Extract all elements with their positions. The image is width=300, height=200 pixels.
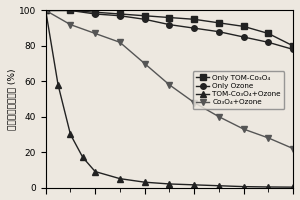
TOM-Co₃O₄+Ozone — [44, 9, 47, 12]
TOM-Co₃O₄+Ozone — [56, 84, 60, 86]
TOM-Co₃O₄+Ozone — [242, 185, 245, 188]
TOM-Co₃O₄+Ozone — [81, 156, 85, 159]
Y-axis label: 氯霉素剩余百分比 (%): 氯霉素剩余百分比 (%) — [7, 68, 16, 130]
Co₃O₄+Ozone — [118, 41, 122, 44]
Only TOM-Co₃O₄ — [242, 25, 245, 28]
Only TOM-Co₃O₄ — [192, 18, 196, 20]
Line: Co₃O₄+Ozone: Co₃O₄+Ozone — [43, 8, 296, 151]
Co₃O₄+Ozone — [192, 101, 196, 104]
Co₃O₄+Ozone — [217, 115, 220, 118]
TOM-Co₃O₄+Ozone — [168, 183, 171, 185]
Legend: Only TOM-Co₃O₄, Only Ozone, TOM-Co₃O₄+Ozone, Co₃O₄+Ozone: Only TOM-Co₃O₄, Only Ozone, TOM-Co₃O₄+Oz… — [193, 71, 284, 109]
Only TOM-Co₃O₄ — [168, 16, 171, 19]
Co₃O₄+Ozone — [266, 137, 270, 139]
Only TOM-Co₃O₄ — [143, 15, 146, 17]
Line: TOM-Co₃O₄+Ozone: TOM-Co₃O₄+Ozone — [43, 8, 296, 190]
TOM-Co₃O₄+Ozone — [118, 177, 122, 180]
Only TOM-Co₃O₄ — [118, 13, 122, 15]
Only TOM-Co₃O₄ — [217, 22, 220, 24]
Co₃O₄+Ozone — [168, 84, 171, 86]
TOM-Co₃O₄+Ozone — [291, 186, 295, 188]
Only Ozone — [93, 13, 97, 15]
Only TOM-Co₃O₄ — [93, 11, 97, 13]
Only Ozone — [118, 15, 122, 17]
Line: Only Ozone: Only Ozone — [43, 8, 296, 52]
Co₃O₄+Ozone — [44, 9, 47, 12]
Only Ozone — [217, 30, 220, 33]
TOM-Co₃O₄+Ozone — [143, 181, 146, 183]
TOM-Co₃O₄+Ozone — [192, 184, 196, 186]
Only TOM-Co₃O₄ — [266, 32, 270, 35]
Only TOM-Co₃O₄ — [291, 45, 295, 47]
Only Ozone — [291, 48, 295, 51]
Co₃O₄+Ozone — [93, 32, 97, 35]
Only Ozone — [44, 9, 47, 12]
Co₃O₄+Ozone — [242, 128, 245, 130]
Only Ozone — [143, 18, 146, 20]
TOM-Co₃O₄+Ozone — [266, 186, 270, 188]
Only Ozone — [168, 23, 171, 26]
TOM-Co₃O₄+Ozone — [93, 170, 97, 173]
Co₃O₄+Ozone — [69, 23, 72, 26]
TOM-Co₃O₄+Ozone — [217, 185, 220, 187]
Only TOM-Co₃O₄ — [69, 9, 72, 12]
TOM-Co₃O₄+Ozone — [69, 133, 72, 136]
Co₃O₄+Ozone — [143, 62, 146, 65]
Only Ozone — [266, 41, 270, 44]
Only Ozone — [242, 36, 245, 38]
Only TOM-Co₃O₄ — [44, 9, 47, 12]
Only Ozone — [192, 27, 196, 29]
Co₃O₄+Ozone — [291, 147, 295, 150]
Only Ozone — [69, 9, 72, 12]
Line: Only TOM-Co₃O₄: Only TOM-Co₃O₄ — [43, 8, 296, 49]
